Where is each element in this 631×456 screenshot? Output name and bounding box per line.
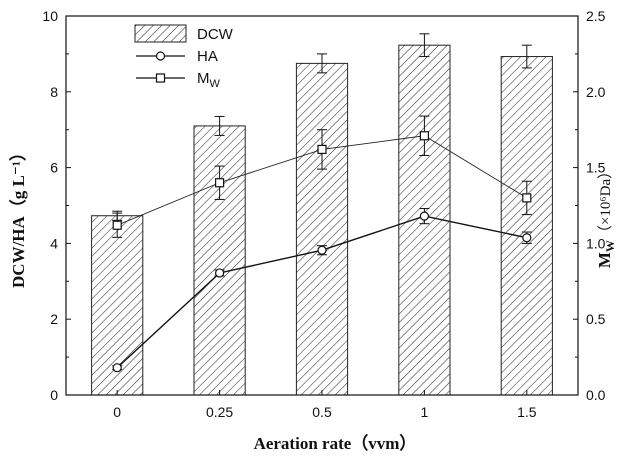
point-ha <box>419 211 429 221</box>
point-mw <box>419 131 429 141</box>
x-axis-title: Aeration rate（vvm） <box>254 433 417 453</box>
legend: DCW HA MW <box>134 24 234 90</box>
y-tick-label: 2 <box>50 311 58 327</box>
x-tick-label: 0.5 <box>312 404 332 420</box>
y2-tick-label: 2.0 <box>586 84 606 100</box>
point-mw <box>112 220 122 230</box>
legend-label-mw: MW <box>197 70 221 90</box>
y-tick-label: 6 <box>50 160 58 176</box>
legend-marker-ha <box>155 51 166 61</box>
legend-label-dcw: DCW <box>197 26 234 43</box>
bars-layer <box>91 33 553 396</box>
lines-layer <box>112 115 532 373</box>
point-ha <box>112 363 122 373</box>
point-ha <box>215 268 225 278</box>
axes-layer: 0 2 4 6 8 10 0.0 0.5 1.0 1.5 2.0 2.5 0 0.25 0.5 1 1.5 <box>42 8 605 420</box>
y2-tick-label: 1.5 <box>586 160 606 176</box>
y-tick-label: 0 <box>50 387 58 403</box>
legend-swatch-dcw <box>134 24 187 43</box>
y2-axis-title-main: M <box>595 252 614 268</box>
y-axis-title: DCW/HA（g L⁻¹） <box>8 144 28 288</box>
y2-tick-label: 0.0 <box>586 387 606 403</box>
y2-tick-label: 2.5 <box>586 8 606 24</box>
point-ha <box>522 233 532 243</box>
legend-label-mw-sub: W <box>210 78 221 90</box>
y-tick-label: 8 <box>50 84 58 100</box>
point-mw <box>522 193 532 203</box>
y-tick-label: 4 <box>50 235 58 251</box>
x-tick-label: 1.5 <box>517 404 537 420</box>
y2-axis-title: MW（×10⁶Da） <box>595 164 617 268</box>
y-tick-label: 10 <box>42 8 58 24</box>
x-tick-label: 1 <box>421 404 429 420</box>
y2-tick-label: 0.5 <box>586 311 606 327</box>
legend-label-mw-main: M <box>197 70 210 87</box>
y2-tick-label: 1.0 <box>586 235 606 251</box>
point-mw <box>215 178 225 188</box>
point-ha <box>317 245 327 255</box>
legend-label-ha: HA <box>197 48 218 65</box>
y2-axis-title-rest: （×10⁶Da） <box>597 164 614 240</box>
bar-dcw <box>500 56 553 396</box>
bar-dcw <box>295 62 349 396</box>
y2-axis-title-sub: W <box>603 240 617 252</box>
x-tick-label: 0 <box>113 404 121 420</box>
legend-marker-mw <box>155 73 166 83</box>
x-tick-label: 0.25 <box>206 404 233 420</box>
point-mw <box>317 144 327 155</box>
